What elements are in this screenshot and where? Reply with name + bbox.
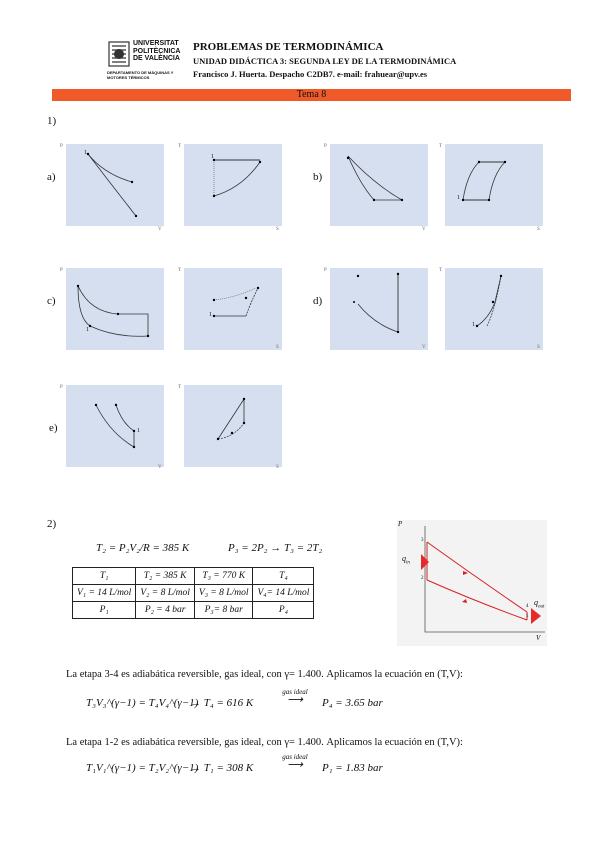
- table-cell: T₃ = 770 K: [193, 567, 254, 585]
- plot-a-pv: [66, 144, 164, 226]
- diagram-point-2: 2: [421, 576, 424, 581]
- plot-a2-point-1: 1: [211, 154, 214, 160]
- q-in-label: qin: [402, 554, 410, 566]
- plot-b2-axis-s: S: [537, 227, 540, 232]
- table-cell: P₄: [252, 601, 315, 619]
- equation-12-right: P₁ = 1.83 bar: [322, 762, 383, 774]
- plot-d-pv: [330, 268, 428, 350]
- plot-b-ts: [445, 144, 543, 226]
- q-out-subscript: out: [538, 604, 545, 610]
- doc-title: PROBLEMAS DE TERMODINÁMICA: [193, 41, 384, 53]
- plot-c2-axis-s: S: [276, 345, 279, 350]
- plot-a-point-1: 1: [84, 150, 87, 156]
- plot-d-axis-v: V: [422, 345, 426, 350]
- table-cell: T₄: [252, 567, 315, 585]
- plot-a2-axis-s: S: [276, 227, 279, 232]
- plot-c2-point-1: 1: [209, 312, 212, 318]
- plot-a-axis-p: P: [60, 144, 63, 149]
- plot-e-axis-v: V: [158, 465, 162, 470]
- equation-34-arrow-label: gas ideal: [282, 688, 308, 696]
- diagram-point-1: 1: [526, 614, 529, 619]
- label-e: e): [49, 422, 58, 434]
- problem-1-number: 1): [47, 115, 57, 127]
- text-stage-12: La etapa 1-2 es adiabática reversible, g…: [66, 737, 463, 748]
- plot-c-pv: [66, 268, 164, 350]
- table-cell: P₃= 8 bar: [193, 601, 254, 619]
- table-cell: P₁: [71, 601, 137, 619]
- label-c: c): [47, 295, 56, 307]
- dept-line-2: MOTORES TÉRMICOS: [107, 75, 150, 80]
- q-out-symbol: q: [534, 598, 538, 607]
- plot-a-axis-v: V: [158, 227, 162, 232]
- label-b: b): [313, 171, 323, 183]
- plot-c2-axis-t: T: [178, 268, 182, 273]
- table-cell: V₂ = 8 L/mol: [135, 584, 195, 602]
- equation-34-left: T₃V₃^(γ−1) = T₄V₄^(γ−1): [86, 697, 199, 709]
- diagram-axis-v: V: [536, 634, 541, 642]
- logo-line-2: POLITÈCNICA: [133, 47, 181, 55]
- unit-title: UNIDAD DIDÁCTICA 3: SEGUNDA LEY DE LA TE…: [193, 56, 457, 66]
- q-in-subscript: in: [406, 560, 410, 566]
- arrow-icon: ⟶: [287, 694, 303, 706]
- label-a: a): [47, 171, 56, 183]
- text-stage-34: La etapa 3-4 es adiabática reversible, g…: [66, 669, 463, 680]
- table-cell: V₄= 14 L/mol: [252, 584, 315, 602]
- table-row: T₁ T₂ = 385 K T₃ = 770 K T₄: [71, 567, 315, 585]
- table-cell: P₂ = 4 bar: [135, 601, 195, 619]
- diagram-point-3: 3: [421, 538, 424, 543]
- plot-e-axis-p: P: [60, 385, 63, 390]
- plot-e-ts: [184, 385, 282, 467]
- plot-a-ts: [184, 144, 282, 226]
- plot-e-pv: [66, 385, 164, 467]
- section-bar: Tema 8: [52, 89, 571, 101]
- table-cell: V₁ = 14 L/mol: [71, 584, 137, 602]
- equation-12-arrow-label: gas ideal: [282, 753, 308, 761]
- table-row: V₁ = 14 L/mol V₂ = 8 L/mol V₃ = 8 L/mol …: [71, 584, 315, 602]
- q-out-label: qout: [534, 598, 544, 610]
- plot-d2-axis-t: T: [439, 268, 443, 273]
- university-logo: UNIVERSITAT POLITÈCNICA DE VALÈNCIA DEPA…: [107, 40, 185, 82]
- label-d: d): [313, 295, 323, 307]
- plot-b2-axis-t: T: [439, 144, 443, 149]
- logo-line-1: UNIVERSITAT: [133, 40, 179, 47]
- plot-e2-axis-s: S: [276, 465, 279, 470]
- plot-e-point-1: 1: [137, 428, 140, 434]
- diagram-point-4: 4: [526, 604, 529, 609]
- plot-a2-axis-t: T: [178, 144, 182, 149]
- state-table: T₁ T₂ = 385 K T₃ = 770 K T₄ V₁ = 14 L/mo…: [71, 567, 315, 619]
- equation-34-arrow: gas ideal ⟶: [272, 688, 318, 706]
- plot-e2-axis-t: T: [178, 385, 182, 390]
- author-line: Francisco J. Huerta. Despacho C2DB7. e-m…: [193, 69, 428, 79]
- plot-d-axis-p: P: [324, 268, 327, 273]
- arrow-icon: ⟶: [287, 759, 303, 771]
- table-cell: T₂ = 385 K: [135, 567, 195, 585]
- equation-12-arrow: gas ideal ⟶: [272, 753, 318, 771]
- plot-c-point-1: 1: [86, 327, 89, 333]
- plot-c-ts: [184, 268, 282, 350]
- dept-line-1: DEPARTAMENTO DE MÁQUINAS Y: [107, 70, 174, 75]
- equation-34-mid: → T₄ = 616 K: [190, 697, 254, 709]
- plot-d-ts: [445, 268, 543, 350]
- equation-t2: T₂ = P₂V₂/R = 385 K: [96, 542, 190, 554]
- diagram-axis-p: P: [398, 520, 403, 528]
- plot-b2-point-1: 1: [457, 195, 460, 201]
- plot-b-axis-p: P: [324, 144, 327, 149]
- plot-d2-axis-s: S: [537, 345, 540, 350]
- equation-12-left: T₁V₁^(γ−1) = T₂V₂^(γ−1): [86, 762, 199, 774]
- plot-b-pv: [330, 144, 428, 226]
- plot-b-axis-v: V: [422, 227, 426, 232]
- equation-p3: P₃ = 2P₂ → T₃ = 2T₂: [228, 542, 323, 554]
- q-in-symbol: q: [402, 554, 406, 563]
- equation-12-mid: → T₁ = 308 K: [190, 762, 254, 774]
- crest-icon: [108, 41, 130, 67]
- table-cell: T₁: [71, 567, 137, 585]
- plot-c-axis-p: P: [60, 268, 63, 273]
- plot-d2-point-1: 1: [472, 322, 475, 328]
- equation-34-right: P₄ = 3.65 bar: [322, 697, 383, 709]
- logo-line-3: DE VALÈNCIA: [133, 55, 180, 62]
- table-row: P₁ P₂ = 4 bar P₃= 8 bar P₄: [71, 601, 315, 619]
- problem-2-number: 2): [47, 518, 57, 530]
- pv-cycle-diagram: [397, 520, 547, 646]
- table-cell: V₃ = 8 L/mol: [193, 584, 254, 602]
